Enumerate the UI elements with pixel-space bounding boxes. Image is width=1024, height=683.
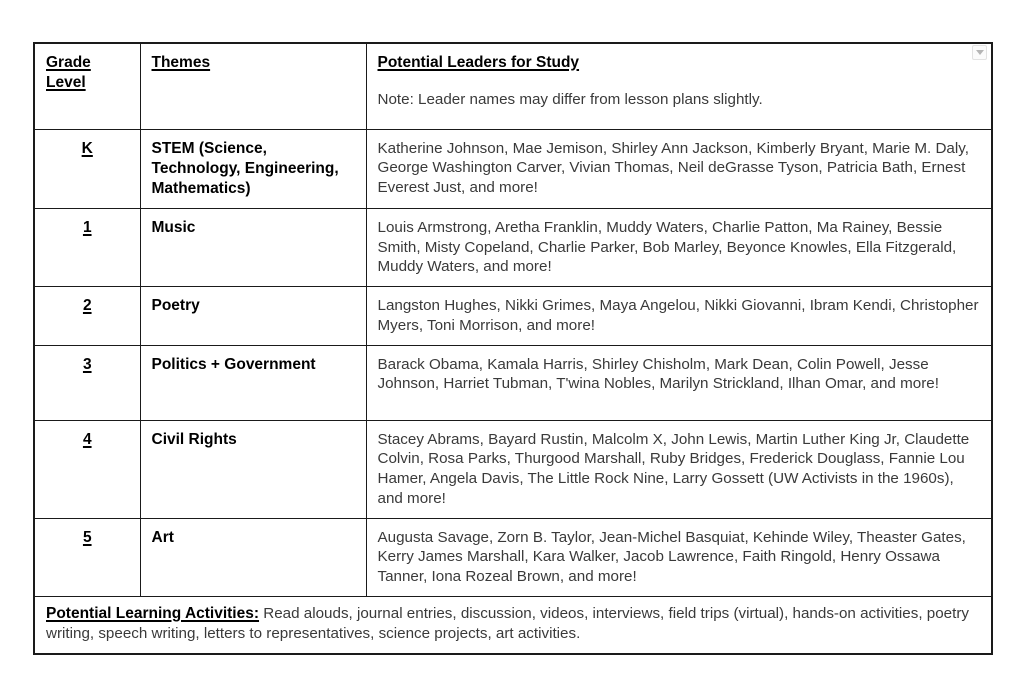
theme-cell: Art <box>139 517 367 597</box>
grade-level-value: 2 <box>82 297 92 315</box>
theme-cell: STEM (Science, Technology, Engineering, … <box>139 128 367 209</box>
theme-cell: Poetry <box>139 286 367 346</box>
table-row: 5 Art Augusta Savage, Zorn B. Taylor, Je… <box>33 517 993 597</box>
curriculum-table-container: Grade Level Themes Potential Leaders for… <box>33 42 993 655</box>
table-row: 2 Poetry Langston Hughes, Nikki Grimes, … <box>33 286 993 346</box>
table-row: 3 Politics + Government Barack Obama, Ka… <box>33 344 993 421</box>
themes-header: Themes <box>151 54 211 71</box>
leaders-cell: Langston Hughes, Nikki Grimes, Maya Ange… <box>365 286 993 346</box>
learning-activities-text: Read alouds, journal entries, discussion… <box>46 604 969 643</box>
grade-level-value: 3 <box>82 355 92 373</box>
grade-cell: 2 <box>33 286 141 346</box>
grade-cell: 4 <box>33 419 141 519</box>
table-footer-row: Potential Learning Activities: Read alou… <box>33 595 993 655</box>
grade-cell: 5 <box>33 517 141 597</box>
chevron-down-icon <box>975 50 984 55</box>
curriculum-table: Grade Level Themes Potential Leaders for… <box>33 42 993 655</box>
leaders-header: Potential Leaders for Study <box>377 54 580 71</box>
grade-cell: 3 <box>33 344 141 421</box>
theme-cell: Music <box>139 207 367 288</box>
themes-header-cell: Themes <box>139 42 367 130</box>
leaders-cell: Stacey Abrams, Bayard Rustin, Malcolm X,… <box>365 419 993 519</box>
leaders-note: Note: Leader names may differ from lesso… <box>377 91 763 109</box>
table-row: 4 Civil Rights Stacey Abrams, Bayard Rus… <box>33 419 993 519</box>
grade-cell: K <box>33 128 141 209</box>
grade-level-value: 4 <box>82 430 92 448</box>
table-header-row: Grade Level Themes Potential Leaders for… <box>33 42 993 130</box>
learning-activities-cell: Potential Learning Activities: Read alou… <box>33 595 993 655</box>
grade-level-value: K <box>81 139 93 157</box>
leaders-header-cell: Potential Leaders for Study Note: Leader… <box>365 42 993 130</box>
grade-level-value: 1 <box>82 218 92 236</box>
leaders-cell: Barack Obama, Kamala Harris, Shirley Chi… <box>365 344 993 421</box>
table-row: K STEM (Science, Technology, Engineering… <box>33 128 993 209</box>
table-row: 1 Music Louis Armstrong, Aretha Franklin… <box>33 207 993 288</box>
grade-cell: 1 <box>33 207 141 288</box>
leaders-cell: Katherine Johnson, Mae Jemison, Shirley … <box>365 128 993 209</box>
table-options-dropdown-button[interactable] <box>972 45 987 60</box>
leaders-cell: Louis Armstrong, Aretha Franklin, Muddy … <box>365 207 993 288</box>
grade-level-header: Grade Level <box>46 54 91 92</box>
theme-cell: Politics + Government <box>139 344 367 421</box>
learning-activities-label: Potential Learning Activities: <box>46 604 260 622</box>
theme-cell: Civil Rights <box>139 419 367 519</box>
grade-level-header-cell: Grade Level <box>33 42 141 130</box>
leaders-cell: Augusta Savage, Zorn B. Taylor, Jean-Mic… <box>365 517 993 597</box>
grade-level-value: 5 <box>82 528 92 546</box>
